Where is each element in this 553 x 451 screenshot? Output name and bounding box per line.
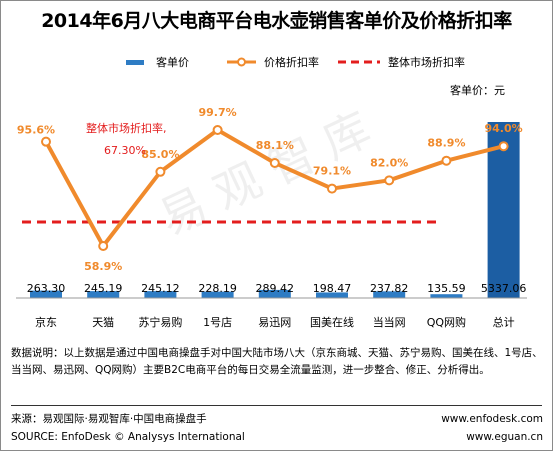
discount-label-1: 58.9% (84, 260, 122, 273)
discount-label-0: 95.6% (17, 124, 55, 137)
bar-value-label-3: 228.19 (198, 282, 237, 295)
discount-label-3: 99.7% (199, 106, 237, 119)
legend: 客单价 价格折扣率 整体市场折扣率 (0, 53, 553, 71)
footer-divider (11, 405, 542, 406)
annotation-line1: 整体市场折扣率, (86, 121, 167, 135)
bars-layer (30, 122, 520, 298)
bar-8 (487, 122, 520, 298)
discount-point-0 (41, 136, 51, 147)
discount-point-4 (269, 157, 280, 168)
bar-value-label-5: 198.47 (313, 282, 352, 295)
discount-point-7 (441, 155, 452, 166)
chart-plot: 263.30 245.19 245.12 228.19 289.42 198.47 237.… (16, 106, 527, 329)
bar-value-label-2: 245.12 (141, 282, 180, 295)
discount-point-6 (384, 175, 395, 186)
unit-label: 客单价：元 (450, 84, 505, 97)
bar-6 (373, 291, 406, 298)
bar-7 (430, 294, 463, 298)
bar-0 (30, 290, 62, 298)
discount-label-7: 88.9% (427, 137, 465, 150)
discount-point-3 (212, 125, 223, 136)
category-label-3: 1号店 (203, 315, 232, 329)
legend-line-swatch (227, 57, 256, 67)
data-note: 数据说明：以上数据是通过中国电商操盘手对中国大陆市场八大（京东商城、天猫、苏宁易… (11, 347, 543, 376)
discount-label-6: 82.0% (370, 156, 408, 169)
footer-urls: www.enfodesk.com www.eguan.cn (441, 410, 543, 446)
discount-point-5 (327, 183, 337, 194)
line-layer (41, 125, 509, 251)
discount-label-8: 94.0% (485, 122, 523, 135)
bar-value-label-4: 289.42 (256, 282, 295, 295)
bar-value-label-0: 263.30 (27, 282, 66, 295)
bar-4 (258, 289, 291, 298)
url-eguan: www.eguan.cn (466, 431, 543, 443)
legend-dashed-swatch (338, 60, 380, 64)
category-label-1: 天猫 (92, 316, 114, 329)
bar-value-label-7: 135.59 (427, 282, 466, 295)
discount-label-2: 85.0% (141, 148, 179, 161)
legend-dashed-label: 整体市场折扣率 (388, 56, 465, 69)
footer-source: 来源：易观国际·易观智库·中国电商操盘手 SOURCE: EnfoDesk © … (11, 410, 245, 446)
category-label-0: 京东 (35, 315, 57, 329)
bar-2 (144, 291, 177, 298)
bar-value-label-6: 237.82 (370, 282, 409, 295)
legend-bar-swatch (126, 60, 144, 65)
bar-value-label-1: 245.19 (84, 282, 123, 295)
category-label-8: 总计 (493, 315, 515, 329)
discount-point-8 (498, 141, 509, 152)
source-cn: 来源：易观国际·易观智库·中国电商操盘手 (11, 413, 207, 425)
legend-line-label: 价格折扣率 (264, 56, 319, 69)
labels-layer: 263.30 245.19 245.12 228.19 289.42 198.47 237.… (17, 106, 526, 329)
legend-bar-label: 客单价 (156, 56, 189, 69)
bar-3 (201, 291, 234, 298)
source-en: SOURCE: EnfoDesk © Analysys Internationa… (11, 431, 245, 443)
discount-point-2 (155, 166, 166, 177)
discount-point-1 (98, 241, 109, 251)
category-label-7: QQ网购 (427, 315, 466, 329)
category-label-4: 易迅网 (258, 316, 291, 329)
category-label-6: 当当网 (373, 315, 406, 329)
category-label-5: 国美在线 (310, 315, 354, 329)
bar-1 (87, 291, 120, 298)
chart-title: 2014年6月八大电商平台电水壶销售客单价及价格折扣率 (41, 10, 512, 32)
bar-value-label-8: 5337.06 (481, 282, 527, 295)
annotation-line2: 67.30% (104, 144, 146, 157)
url-enfodesk: www.enfodesk.com (441, 413, 543, 425)
discount-label-5: 79.1% (313, 165, 351, 178)
discount-label-4: 88.1% (256, 139, 294, 152)
category-label-2: 苏宁易购 (138, 315, 182, 329)
bar-5 (316, 292, 348, 298)
